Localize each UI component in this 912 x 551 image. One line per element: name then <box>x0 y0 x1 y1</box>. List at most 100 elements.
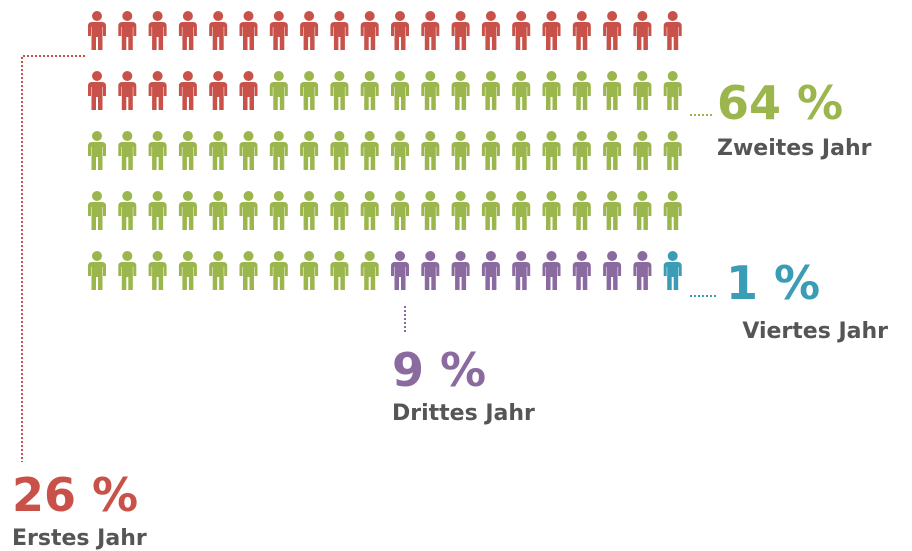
person-icon <box>360 251 379 290</box>
person-icon <box>118 10 137 50</box>
person-icon <box>148 131 167 170</box>
person-icon <box>300 191 319 230</box>
person-icon <box>360 10 379 50</box>
person-icon <box>269 10 288 50</box>
person-icon <box>300 10 319 50</box>
person-icon <box>512 131 531 170</box>
person-icon <box>512 191 531 230</box>
category-label: Erstes Jahr <box>12 526 147 551</box>
person-icon <box>178 191 197 230</box>
person-icon <box>391 251 409 290</box>
person-icon <box>239 131 258 170</box>
person-icon <box>269 251 288 290</box>
person-icon <box>239 10 258 50</box>
person-icon <box>512 10 531 50</box>
person-icon <box>330 10 349 50</box>
person-icon <box>239 251 258 290</box>
person-icon <box>603 191 622 230</box>
person-icon <box>481 131 500 170</box>
person-icon <box>300 251 319 290</box>
person-icon <box>178 10 197 50</box>
person-icon <box>148 71 167 110</box>
value-label: 64 % <box>717 76 843 130</box>
person-icon <box>239 191 258 230</box>
person-icon <box>542 71 561 110</box>
person-icon <box>633 131 652 170</box>
person-icon <box>209 191 228 230</box>
person-icon <box>209 131 228 170</box>
person-icon <box>512 71 531 110</box>
person-icon <box>603 10 622 50</box>
person-icon <box>118 71 137 110</box>
person-icon <box>391 191 409 230</box>
person-icon <box>451 71 470 110</box>
person-icon <box>421 131 440 170</box>
person-icon <box>603 71 622 110</box>
person-icon <box>633 251 652 290</box>
person-icon <box>481 71 500 110</box>
person-icon <box>481 191 500 230</box>
person-icon <box>542 131 561 170</box>
connector <box>21 55 85 462</box>
person-icon <box>360 131 379 170</box>
value-label: 1 % <box>726 256 820 310</box>
person-icon <box>542 191 561 230</box>
person-icon <box>572 131 591 170</box>
person-icon <box>542 10 561 50</box>
person-icon <box>88 71 106 110</box>
person-icon <box>178 71 197 110</box>
person-icon <box>512 251 531 290</box>
person-icon <box>451 10 470 50</box>
person-icon <box>330 131 349 170</box>
person-icon <box>542 251 561 290</box>
person-icon <box>633 191 652 230</box>
person-icon <box>663 131 682 170</box>
person-icon <box>269 131 288 170</box>
person-icon <box>209 71 228 110</box>
value-label: 26 % <box>12 468 138 522</box>
person-icon <box>572 251 591 290</box>
category-label: Drittes Jahr <box>392 401 535 426</box>
person-icon <box>663 10 682 50</box>
person-icon <box>88 251 106 290</box>
person-icon <box>633 71 652 110</box>
person-icon <box>330 251 349 290</box>
person-icon <box>603 131 622 170</box>
person-icon <box>360 71 379 110</box>
person-icon <box>148 191 167 230</box>
person-icon <box>451 191 470 230</box>
person-icon <box>421 251 440 290</box>
value-label: 9 % <box>392 343 486 397</box>
category-label: Zweites Jahr <box>717 136 872 161</box>
person-icon <box>209 10 228 50</box>
person-icon <box>663 191 682 230</box>
person-icon <box>148 251 167 290</box>
person-icon <box>178 131 197 170</box>
person-icon <box>88 131 106 170</box>
person-icon <box>421 191 440 230</box>
person-icon <box>421 71 440 110</box>
person-icon <box>603 251 622 290</box>
person-icon <box>269 71 288 110</box>
person-icon <box>633 10 652 50</box>
person-icon <box>451 131 470 170</box>
person-icon <box>451 251 470 290</box>
person-icon <box>88 10 106 50</box>
person-icon <box>572 191 591 230</box>
person-icon <box>118 191 137 230</box>
person-icon <box>269 191 288 230</box>
person-icon <box>481 10 500 50</box>
person-icon <box>118 131 137 170</box>
person-icon <box>663 71 682 110</box>
person-icon <box>178 251 197 290</box>
person-icon <box>572 10 591 50</box>
person-icon <box>209 251 228 290</box>
person-icon <box>421 10 440 50</box>
person-icon <box>391 71 409 110</box>
person-icon <box>663 251 682 290</box>
person-icon <box>148 10 167 50</box>
person-icon <box>330 191 349 230</box>
person-icon <box>118 251 137 290</box>
category-label: Viertes Jahr <box>742 319 888 344</box>
